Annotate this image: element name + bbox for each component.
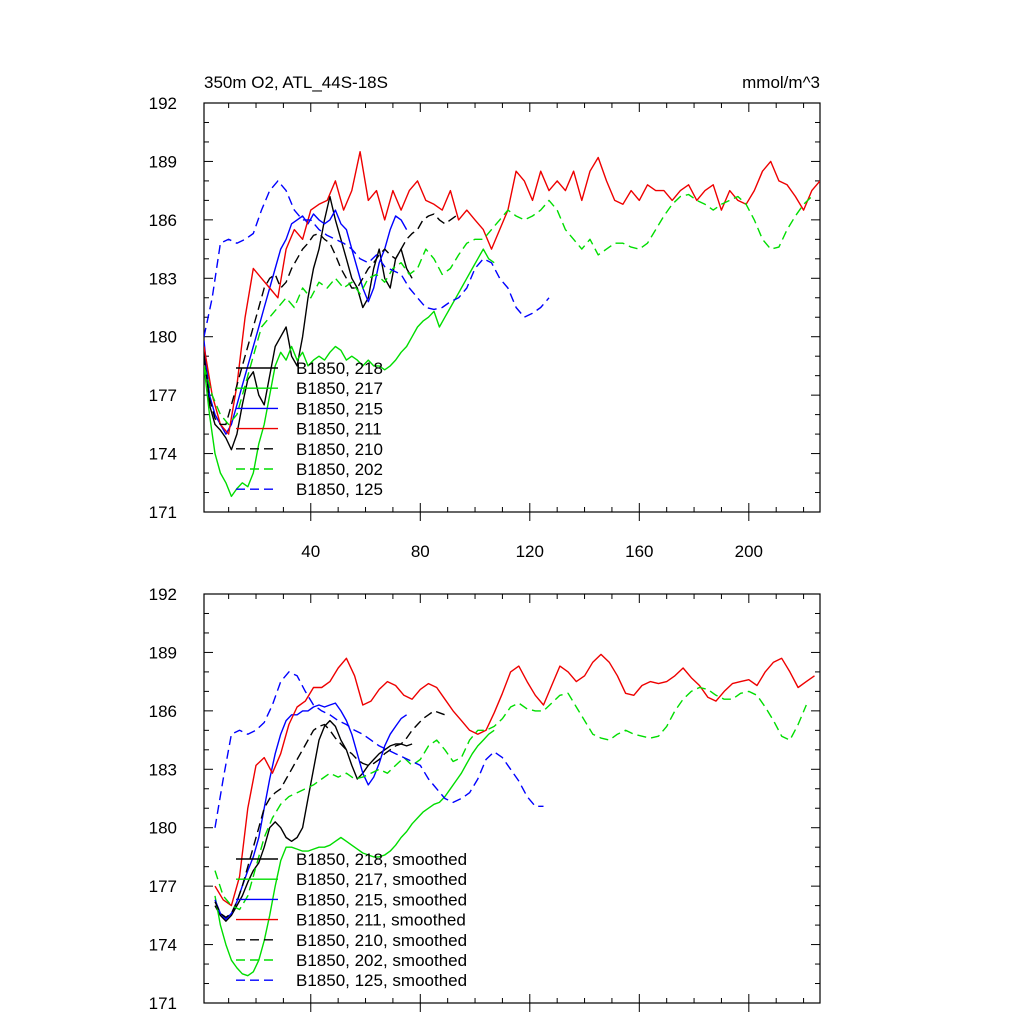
legend-label-1: B1850, 217 (296, 379, 383, 398)
y-tick-label: 186 (149, 702, 177, 721)
units-label: mmol/m^3 (742, 73, 820, 92)
series-line-4 (204, 213, 457, 426)
x-tick-label: 120 (516, 542, 544, 561)
x-tick-label: 200 (735, 542, 763, 561)
y-tick-label: 183 (149, 269, 177, 288)
series-line-2 (214, 702, 407, 920)
series-line-1 (204, 248, 495, 498)
y-tick-label: 186 (149, 211, 177, 230)
series-line-5 (204, 193, 813, 426)
y-tick-label: 180 (149, 328, 177, 347)
y-tick-label: 192 (149, 94, 177, 113)
series-line-6 (214, 671, 544, 828)
legend-label-0: B1850, 218 (296, 359, 383, 378)
series-line-3 (214, 653, 815, 907)
y-tick-label: 177 (149, 877, 177, 896)
y-tick-label: 174 (149, 936, 177, 955)
x-tick-label: 40 (301, 542, 320, 561)
series-line-5 (214, 686, 807, 911)
plot-frame (203, 593, 821, 1004)
legend-label-6: B1850, 125 (296, 480, 383, 499)
legend-label-6: B1850, 125, smoothed (296, 971, 467, 990)
y-tick-label: 189 (149, 152, 177, 171)
legend-label-0: B1850, 218, smoothed (296, 850, 467, 869)
y-tick-label: 171 (149, 503, 177, 522)
y-tick-label: 180 (149, 819, 177, 838)
legend-label-1: B1850, 217, smoothed (296, 870, 467, 889)
series-line-6 (204, 180, 550, 337)
legend-label-4: B1850, 210 (296, 440, 383, 459)
plot-frame (203, 102, 821, 513)
y-tick-label: 177 (149, 386, 177, 405)
legend-label-2: B1850, 215, smoothed (296, 890, 467, 909)
legend-label-5: B1850, 202 (296, 460, 383, 479)
y-tick-label: 189 (149, 643, 177, 662)
y-tick-label: 192 (149, 585, 177, 604)
y-tick-label: 183 (149, 760, 177, 779)
chart-title: 350m O2, ATL_44S-18S (204, 73, 388, 92)
legend-label-4: B1850, 210, smoothed (296, 931, 467, 950)
bottom-panel: 171 174 177 180 183 186 189 192 B1850, 218, smoo… (149, 585, 821, 1013)
series-line-0 (214, 719, 413, 922)
legend-label-2: B1850, 215 (296, 399, 383, 418)
top-panel: 171 174 177 180 183 186 189 192 40 80 120 160 200 B18… (149, 94, 821, 561)
series-group (204, 150, 820, 498)
series-line-3 (204, 150, 820, 435)
x-tick-label: 80 (411, 542, 430, 561)
series-group (214, 653, 815, 977)
series-line-4 (214, 710, 446, 918)
y-tick-label: 171 (149, 994, 177, 1013)
x-tick-label: 160 (625, 542, 653, 561)
legend-label-5: B1850, 202, smoothed (296, 951, 467, 970)
legend-label-3: B1850, 211 (296, 420, 382, 439)
legend-label-3: B1850, 211, smoothed (296, 911, 466, 930)
y-tick-label: 174 (149, 445, 177, 464)
series-line-0 (204, 195, 413, 451)
series-line-1 (214, 729, 495, 977)
